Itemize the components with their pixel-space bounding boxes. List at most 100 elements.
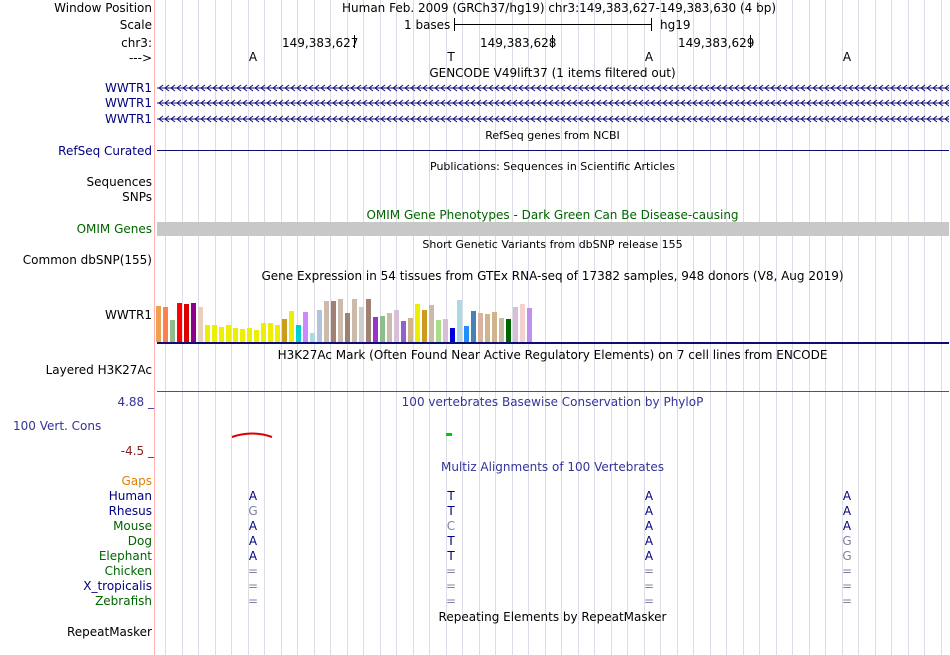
gtex-tissue-bar[interactable] — [275, 325, 280, 342]
phylop-signal-red — [231, 432, 273, 438]
phylop-label[interactable]: 100 Vert. Cons — [13, 419, 102, 433]
gtex-tissue-bar[interactable] — [380, 316, 385, 342]
gtex-tissue-bar[interactable] — [443, 319, 448, 342]
species-label-rhesus[interactable]: Rhesus — [108, 504, 152, 518]
gtex-tissue-bar[interactable] — [261, 323, 266, 342]
alignment-base: G — [842, 549, 852, 563]
alignment-base: T — [447, 534, 455, 548]
gtex-tissue-bar[interactable] — [303, 312, 308, 342]
gtex-tissue-bar[interactable] — [471, 311, 476, 342]
phylop-min-label: -4.5 _ — [120, 444, 154, 458]
gtex-tissue-bar[interactable] — [506, 319, 511, 342]
gencode-transcript-2[interactable] — [157, 97, 949, 109]
gtex-tissue-bar[interactable] — [289, 311, 294, 342]
gtex-tissue-bar[interactable] — [352, 299, 357, 342]
refseq-label[interactable]: RefSeq Curated — [58, 144, 152, 158]
gtex-tissue-bar[interactable] — [359, 307, 364, 342]
grid-line — [908, 0, 909, 655]
gtex-tissue-bar[interactable] — [240, 329, 245, 342]
grid-line — [842, 0, 843, 655]
gtex-tissue-bar[interactable] — [499, 318, 504, 342]
gtex-tissue-bar[interactable] — [324, 301, 329, 342]
gtex-gene-label[interactable]: WWTR1 — [104, 308, 152, 322]
gtex-tissue-bar[interactable] — [485, 314, 490, 342]
omim-feature-bar[interactable] — [157, 222, 949, 236]
species-label-zebrafish[interactable]: Zebrafish — [95, 594, 152, 608]
gtex-tissue-bar[interactable] — [429, 305, 434, 342]
gtex-tissue-bar[interactable] — [156, 306, 161, 342]
gencode-transcript-1[interactable] — [157, 82, 949, 94]
pubs-sequences-label[interactable]: Sequences — [86, 175, 152, 189]
refseq-transcript-line[interactable] — [157, 150, 949, 151]
gtex-tissue-bar[interactable] — [436, 320, 441, 342]
gtex-tissue-bar[interactable] — [422, 310, 427, 342]
gtex-tissue-bar[interactable] — [163, 307, 168, 342]
gtex-tissue-bar[interactable] — [184, 304, 189, 342]
gtex-tissue-bar[interactable] — [205, 325, 210, 342]
gtex-tissue-bar[interactable] — [401, 321, 406, 342]
grid-line — [710, 0, 711, 655]
gtex-tissue-bar[interactable] — [296, 325, 301, 342]
multiz-gaps-label[interactable]: Gaps — [121, 474, 152, 488]
species-label-dog[interactable]: Dog — [127, 534, 152, 548]
grid-line — [545, 0, 546, 655]
gtex-tissue-bar[interactable] — [331, 301, 336, 342]
gtex-tissue-bar[interactable] — [527, 308, 532, 342]
gtex-tissue-bar[interactable] — [520, 304, 525, 342]
coord-1: 149,383,627 — [282, 36, 359, 50]
repeatmasker-label[interactable]: RepeatMasker — [66, 625, 152, 639]
gtex-tissue-bar[interactable] — [464, 326, 469, 342]
grid-line — [330, 0, 331, 655]
gtex-tissue-bar[interactable] — [394, 310, 399, 342]
gtex-tissue-bar[interactable] — [373, 317, 378, 342]
gtex-tissue-bar[interactable] — [212, 325, 217, 342]
gtex-tissue-bar[interactable] — [408, 318, 413, 342]
species-label-elephant[interactable]: Elephant — [98, 549, 152, 563]
grid-line — [693, 0, 694, 655]
gtex-tissue-bar[interactable] — [387, 313, 392, 342]
alignment-base: T — [447, 489, 455, 503]
gtex-tissue-bar[interactable] — [450, 328, 455, 342]
gtex-tissue-bar[interactable] — [177, 303, 182, 342]
gtex-tissue-bar[interactable] — [310, 333, 315, 342]
pubs-snps-label[interactable]: SNPs — [122, 190, 152, 204]
dbsnp-label[interactable]: Common dbSNP(155) — [22, 253, 152, 267]
ref-base-4: A — [842, 50, 852, 64]
gtex-tissue-bar[interactable] — [219, 327, 224, 342]
alignment-base: = — [643, 579, 655, 593]
gtex-tissue-bar[interactable] — [478, 313, 483, 342]
gtex-tissue-bar[interactable] — [282, 319, 287, 342]
gtex-tissue-bar[interactable] — [226, 325, 231, 342]
gtex-gene-baseline — [157, 342, 949, 344]
species-label-chicken[interactable]: Chicken — [104, 564, 152, 578]
gtex-tissue-bar[interactable] — [233, 328, 238, 342]
gtex-tissue-bar[interactable] — [345, 313, 350, 342]
gtex-tissue-bar[interactable] — [170, 320, 175, 342]
omim-label[interactable]: OMIM Genes — [76, 222, 152, 236]
gtex-tissue-bar[interactable] — [338, 299, 343, 342]
gtex-tissue-bar[interactable] — [268, 323, 273, 342]
grid-line — [776, 0, 777, 655]
gtex-tissue-bar[interactable] — [492, 312, 497, 342]
gtex-tissue-bar[interactable] — [366, 299, 371, 342]
species-label-human[interactable]: Human — [108, 489, 152, 503]
grid-line — [462, 0, 463, 655]
grid-line — [413, 0, 414, 655]
h3k27ac-label[interactable]: Layered H3K27Ac — [45, 363, 152, 377]
gtex-tissue-bar[interactable] — [247, 328, 252, 342]
gtex-tissue-bar[interactable] — [198, 307, 203, 342]
gtex-tissue-bar[interactable] — [513, 307, 518, 342]
gtex-tissue-bar[interactable] — [254, 330, 259, 342]
gtex-tissue-bar[interactable] — [317, 310, 322, 342]
species-label-x_tropicalis[interactable]: X_tropicalis — [83, 579, 152, 593]
gtex-tissue-bar[interactable] — [415, 304, 420, 342]
gtex-bar-chart[interactable] — [156, 284, 536, 342]
gencode-label-1[interactable]: WWTR1 — [104, 81, 152, 95]
gtex-tissue-bar[interactable] — [191, 303, 196, 342]
species-label-mouse[interactable]: Mouse — [113, 519, 152, 533]
gencode-label-2[interactable]: WWTR1 — [104, 96, 152, 110]
alignment-base: = — [643, 564, 655, 578]
gencode-label-3[interactable]: WWTR1 — [104, 112, 152, 126]
gtex-tissue-bar[interactable] — [457, 300, 462, 342]
gencode-transcript-3[interactable] — [157, 113, 949, 125]
